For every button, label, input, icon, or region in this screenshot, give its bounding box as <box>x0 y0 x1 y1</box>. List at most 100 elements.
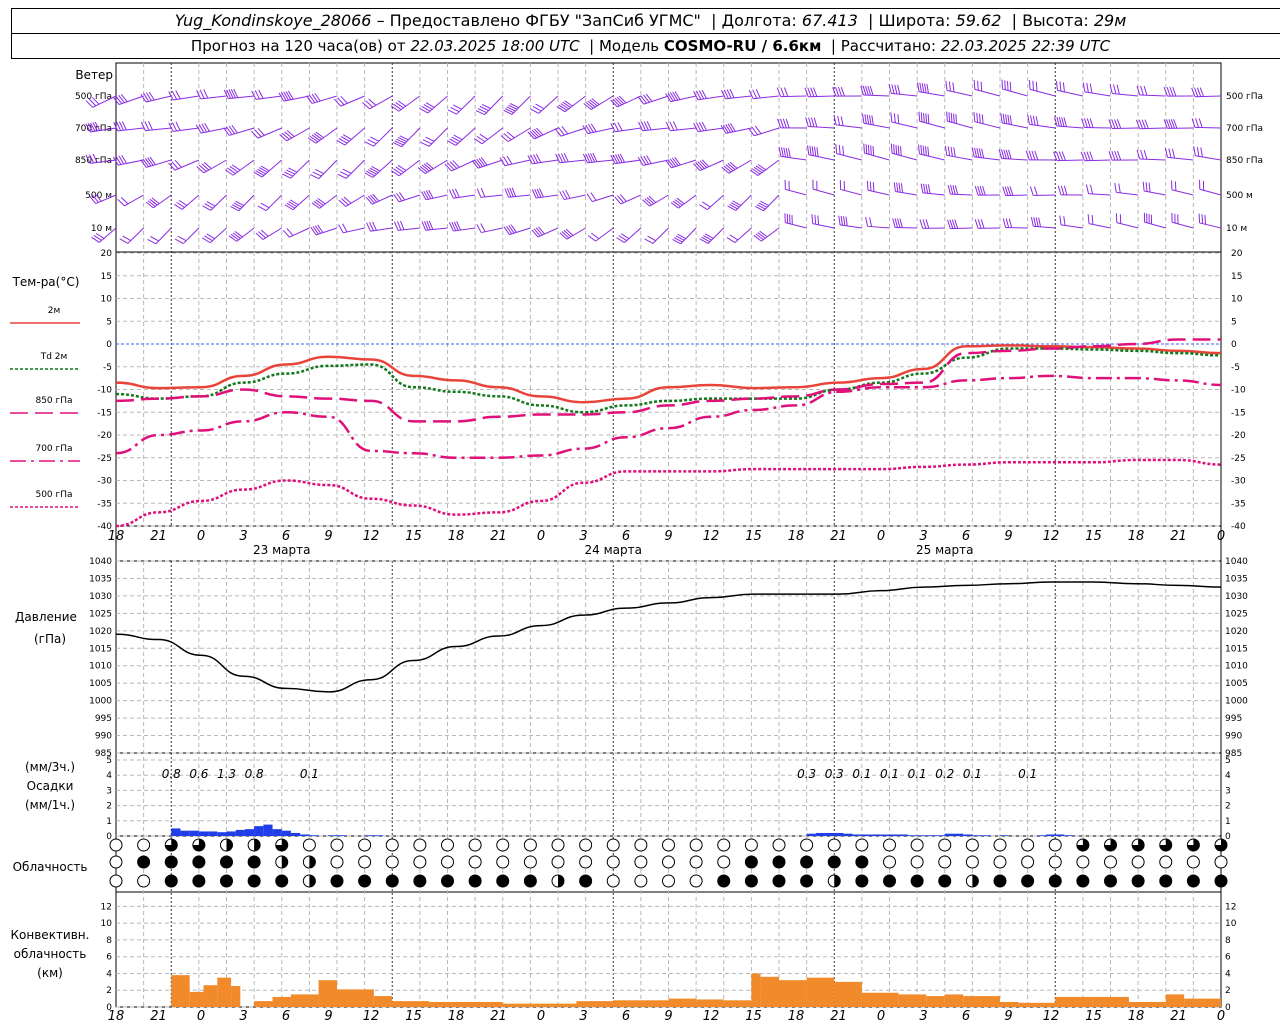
wind-barb-feather <box>703 235 712 241</box>
wind-barb-feather <box>396 138 406 144</box>
wind-barb-feather <box>471 160 479 169</box>
cloud-cover-symbol <box>551 838 565 852</box>
wind-barb-feather <box>254 90 260 100</box>
wind-barb-feather <box>918 111 921 122</box>
cloud-cover-symbol <box>358 855 372 869</box>
wind-barb-feather <box>444 163 452 172</box>
wind-barb-feather <box>897 84 901 95</box>
precip-bar <box>309 835 319 836</box>
wind-barb-feather <box>587 153 593 163</box>
wind-barb <box>153 194 172 209</box>
wind-barb-feather <box>947 146 951 156</box>
wind-barb-feather <box>565 189 571 199</box>
cloud-cover-symbol <box>800 855 814 869</box>
wind-barb-feather <box>785 118 790 129</box>
precip-value-label: 1.3 <box>217 767 236 781</box>
cloud-cover-symbol <box>220 874 233 888</box>
wind-barb-feather <box>1032 115 1036 126</box>
wind-barb-feather <box>317 224 324 233</box>
precip-bar <box>364 835 374 836</box>
wind-barb-feather <box>367 195 375 204</box>
wind-barb-feather <box>955 114 957 124</box>
precip-bar <box>880 834 890 836</box>
wind-barb-feather <box>1191 118 1196 128</box>
precip-tick-label: 2 <box>106 802 112 812</box>
wind-barb-feather <box>673 237 683 243</box>
wind-barb-feather <box>506 131 515 139</box>
wind-barb-feather <box>364 172 374 178</box>
wind-barb-feather <box>1089 118 1094 128</box>
conv-bar <box>189 991 204 1007</box>
temp-tick-label: 10 <box>101 295 113 305</box>
precip-tick-label: 4 <box>106 771 112 781</box>
wind-barb <box>1005 194 1028 197</box>
wind-barb-feather <box>503 109 513 115</box>
wind-barb <box>725 95 752 100</box>
wind-barb-feather <box>1009 186 1014 196</box>
wind-barb-feather <box>587 235 596 242</box>
wind-barb-feather <box>397 137 407 142</box>
day-label: 25 марта <box>916 543 973 557</box>
cloud-cover-symbol <box>579 855 593 869</box>
wind-barb-feather <box>832 87 837 97</box>
wind-barb <box>398 159 421 177</box>
wind-barb-feather <box>757 232 766 239</box>
wind-barb-feather <box>425 190 432 199</box>
wind-barb-feather <box>476 158 483 167</box>
conv-bar <box>1184 998 1221 1007</box>
wind-barb-feather <box>842 145 845 156</box>
wind-barb <box>174 159 200 171</box>
wind-barb <box>1088 193 1111 196</box>
wind-barb-feather <box>509 103 519 109</box>
conv-bar <box>926 996 945 1007</box>
wind-barb <box>946 89 973 97</box>
temp-tick-label: 15 <box>1231 272 1242 282</box>
wind-barb-feather <box>869 181 872 191</box>
wind-barb <box>1001 158 1028 161</box>
x-tick-label: 18 <box>448 529 465 544</box>
wind-barb-feather <box>672 200 681 208</box>
wind-barb-feather <box>809 145 812 156</box>
precip-tick-label: 3 <box>106 786 112 796</box>
cloud-cover-symbol <box>827 855 841 869</box>
wind-barb-feather <box>585 101 594 109</box>
wind-barb-feather <box>1025 150 1030 161</box>
wind-barb <box>1056 125 1083 129</box>
wind-barb-feather <box>749 169 759 176</box>
wind-barb-feather <box>453 221 459 231</box>
wind-barb-feather <box>954 219 959 229</box>
temp-tick-label: -5 <box>1231 363 1240 373</box>
wind-barb-feather <box>1108 150 1113 161</box>
x-tick-label: 18 <box>1128 529 1145 544</box>
wind-barb-feather <box>618 95 627 104</box>
wind-barb-feather <box>89 154 95 164</box>
wind-barb-feather <box>644 198 652 206</box>
wind-barb-feather <box>91 236 100 243</box>
conv-bar <box>834 981 862 1007</box>
wind-barb-feather <box>1111 150 1116 161</box>
wind-barb-feather <box>423 190 429 200</box>
wind-barb-feather <box>533 228 541 237</box>
wind-barb-feather <box>284 171 294 177</box>
wind-barb <box>173 127 199 132</box>
wind-barb <box>643 95 669 105</box>
wind-barb-feather <box>398 192 406 201</box>
x-tick-label: 0 <box>1217 529 1225 544</box>
wind-barb <box>290 159 310 179</box>
cloud-cover-symbol <box>717 855 731 869</box>
wind-barb <box>780 155 807 161</box>
cloud-cover-symbol <box>744 855 758 869</box>
wind-barb-feather <box>952 185 956 195</box>
conv-bar <box>254 1001 273 1007</box>
wind-barb <box>398 194 421 203</box>
wind-barb-feather <box>893 113 896 123</box>
wind-barb-feather <box>927 146 930 157</box>
x-tick-label: 18 <box>788 1009 805 1024</box>
cloud-cover-symbol <box>247 874 261 888</box>
wind-barb-feather <box>396 192 403 202</box>
wind-barb-feather <box>982 185 986 196</box>
cloud-cover-fill <box>834 875 841 887</box>
wind-barb-feather <box>727 205 736 211</box>
wind-barb-feather <box>284 131 293 139</box>
wind-barb-feather <box>233 88 239 98</box>
